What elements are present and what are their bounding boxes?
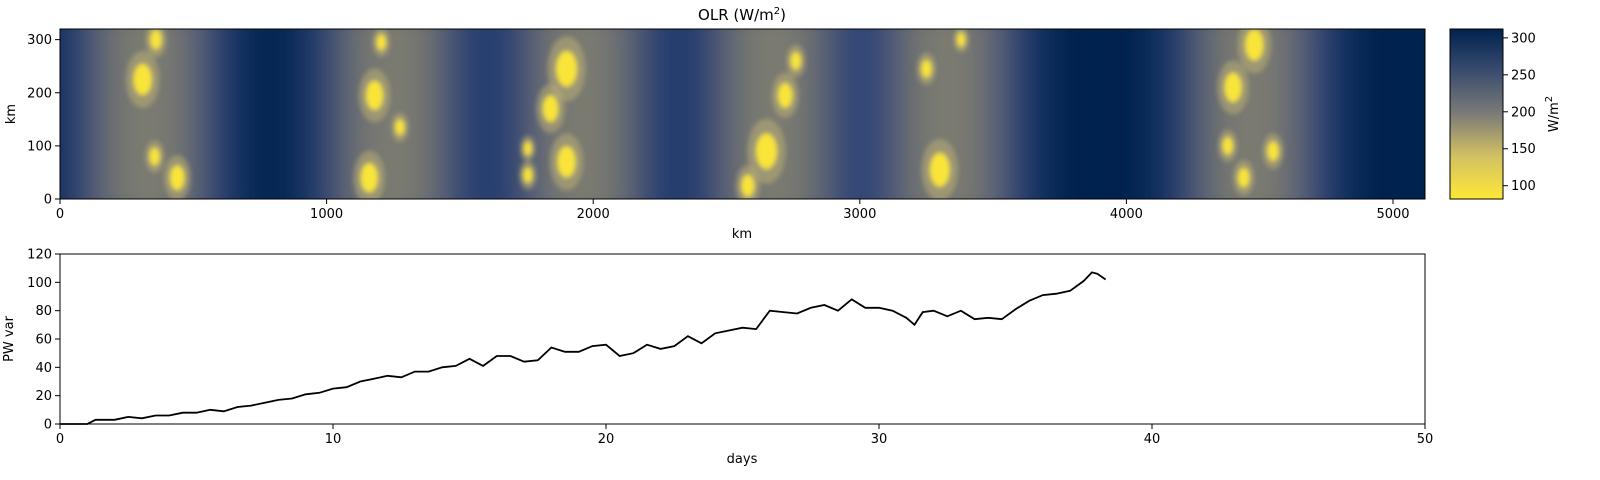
colorbar-label: W/m2 bbox=[1544, 96, 1562, 132]
colorbar-tick-label: 250 bbox=[1511, 68, 1536, 83]
line-x-ticks: 0 10 20 30 40 50 bbox=[56, 424, 1433, 447]
heatmap-convective-blob bbox=[149, 147, 160, 166]
colorbar-tick-label: 100 bbox=[1511, 179, 1536, 194]
heatmap-convective-blob bbox=[1222, 136, 1234, 155]
heatmap-x-axis-label: km bbox=[732, 227, 752, 242]
line-y-axis-label: PW var bbox=[2, 315, 17, 361]
heatmap-y-ticks: 0 100 200 300 bbox=[27, 33, 60, 208]
heatmap-x-ticks: 0 1000 2000 3000 4000 5000 bbox=[56, 199, 1410, 222]
heatmap-x-tick-label: 5000 bbox=[1376, 207, 1409, 222]
heatmap-y-tick-label: 300 bbox=[27, 33, 52, 48]
pw-var-series-line bbox=[60, 271, 1107, 425]
colorbar-ticks: 100 150 200 250 300 bbox=[1503, 31, 1536, 194]
heatmap-x-tick-label: 1000 bbox=[310, 207, 343, 222]
heatmap-convective-blob bbox=[755, 133, 778, 170]
line-y-tick-label: 0 bbox=[44, 418, 52, 433]
line-y-tick-label: 120 bbox=[27, 248, 52, 263]
line-x-tick-label: 50 bbox=[1417, 432, 1434, 447]
heatmap-x-tick-label: 4000 bbox=[1110, 207, 1143, 222]
heatmap-blob-layer bbox=[125, 29, 1284, 199]
heatmap-x-tick-label: 2000 bbox=[577, 207, 610, 222]
heatmap-convective-blob bbox=[133, 63, 152, 96]
line-x-tick-label: 20 bbox=[598, 432, 615, 447]
heatmap-convective-blob bbox=[790, 51, 802, 70]
heatmap-convective-blob bbox=[956, 32, 966, 47]
heatmap-convective-blob bbox=[777, 82, 793, 109]
heatmap-convective-blob bbox=[523, 166, 533, 184]
heatmap-convective-blob bbox=[150, 29, 162, 50]
heatmap-frame bbox=[59, 28, 1426, 200]
heatmap-convective-blob bbox=[360, 162, 379, 193]
heatmap-convective-blob bbox=[365, 80, 384, 111]
line-y-ticks: 0 20 40 60 80 100 120 bbox=[27, 248, 60, 433]
heatmap-convective-blob bbox=[542, 95, 559, 123]
line-x-tick-label: 10 bbox=[325, 432, 342, 447]
colorbar-tick-label: 300 bbox=[1511, 31, 1536, 46]
heatmap-convective-blob bbox=[921, 59, 932, 78]
line-x-axis-label: days bbox=[727, 452, 758, 467]
heatmap-convective-blob bbox=[741, 174, 755, 198]
heatmap-convective-blob bbox=[929, 152, 950, 187]
line-x-tick-label: 40 bbox=[1144, 432, 1161, 447]
line-y-tick-label: 60 bbox=[35, 333, 52, 348]
heatmap-title: OLR (W/m2) bbox=[698, 6, 786, 24]
line-y-tick-label: 40 bbox=[35, 361, 52, 376]
colorbar-tick-label: 150 bbox=[1511, 142, 1536, 157]
heatmap-convective-blob bbox=[1224, 72, 1242, 103]
olr-colorbar: 100 150 200 250 300 W/m2 bbox=[1449, 28, 1562, 200]
line-x-tick-label: 0 bbox=[56, 432, 64, 447]
line-x-tick-label: 30 bbox=[871, 432, 888, 447]
heatmap-convective-band bbox=[902, 29, 993, 199]
heatmap-convective-blob bbox=[395, 119, 405, 136]
heatmap-convective-blob bbox=[557, 146, 576, 178]
heatmap-convective-blob bbox=[169, 165, 185, 191]
heatmap-y-tick-label: 100 bbox=[27, 139, 52, 154]
heatmap-y-axis-label: km bbox=[4, 104, 19, 124]
line-y-tick-label: 100 bbox=[27, 276, 52, 291]
colorbar-tick-label: 200 bbox=[1511, 105, 1536, 120]
line-frame bbox=[59, 253, 1426, 425]
heatmap-x-tick-label: 3000 bbox=[843, 207, 876, 222]
heatmap-convective-blob bbox=[1267, 141, 1279, 162]
heatmap-convective-blob bbox=[376, 34, 387, 51]
heatmap-convective-band bbox=[729, 29, 820, 199]
pw-var-line-panel: 0 10 20 30 40 50 0 20 40 60 80 100 120 days PW var bbox=[2, 248, 1433, 468]
line-y-tick-label: 20 bbox=[35, 389, 52, 404]
line-y-tick-label: 80 bbox=[35, 304, 52, 319]
heatmap-convective-blob bbox=[1245, 29, 1264, 61]
heatmap-y-tick-label: 0 bbox=[44, 193, 52, 208]
heatmap-x-tick-label: 0 bbox=[56, 207, 64, 222]
heatmap-convective-blob bbox=[1237, 167, 1250, 188]
heatmap-plot-area bbox=[60, 29, 1425, 199]
colorbar-gradient bbox=[1449, 28, 1504, 200]
heatmap-convective-blob bbox=[523, 141, 533, 156]
heatmap-y-tick-label: 200 bbox=[27, 86, 52, 101]
olr-heatmap-panel: OLR (W/m2) 0 1000 2000 3000 4000 5000 0 100 200… bbox=[4, 6, 1426, 242]
heatmap-convective-blob bbox=[555, 50, 578, 87]
